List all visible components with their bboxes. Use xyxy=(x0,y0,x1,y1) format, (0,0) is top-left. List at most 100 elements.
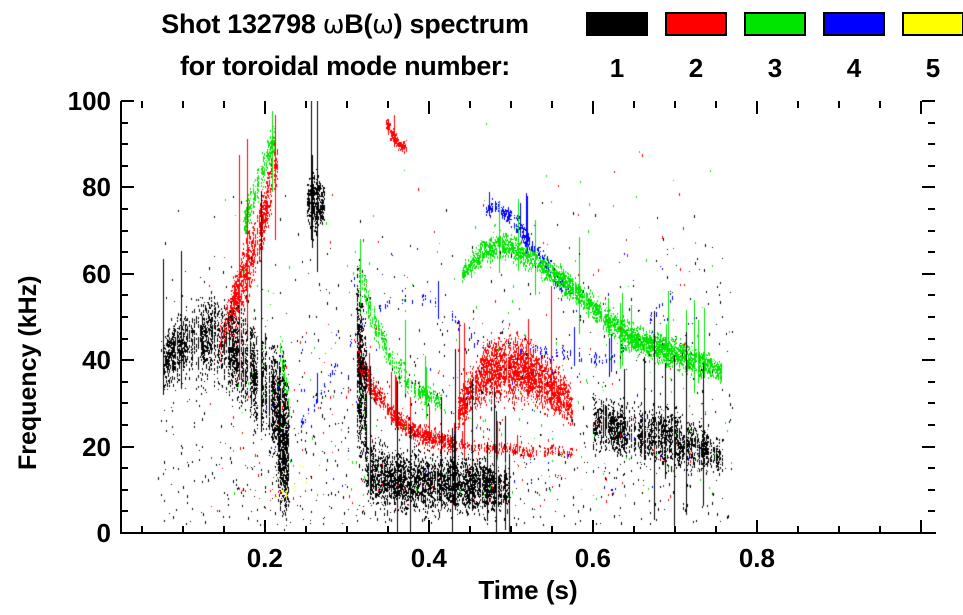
figure-title-line1: Shot 132798 ωB(ω) spectrum xyxy=(110,6,580,42)
x-tick-top-0.45 xyxy=(469,101,471,108)
y-tick-label-0: 0 xyxy=(96,518,111,548)
y-tick-right-45 xyxy=(928,338,935,340)
y-axis-title: Frequency (kHz) xyxy=(14,276,208,499)
y-tick-right-100 xyxy=(922,100,935,102)
y-tick-right-15 xyxy=(928,467,935,469)
y-tick-65 xyxy=(121,251,128,253)
y-tick-100 xyxy=(121,100,134,102)
x-axis-title: Time (s) xyxy=(478,575,578,605)
x-tick-top-0.3 xyxy=(346,101,348,108)
y-tick-70 xyxy=(121,230,128,232)
legend-label-n5: 5 xyxy=(925,53,941,83)
x-tick-top-0.25 xyxy=(305,101,307,108)
x-tick-top-0.95 xyxy=(879,101,881,108)
x-tick-label-0.4: 0.4 xyxy=(410,543,447,573)
spectrogram-canvas xyxy=(121,101,935,533)
y-tick-right-85 xyxy=(928,165,935,167)
y-tick-35 xyxy=(121,381,128,383)
x-tick-0.2 xyxy=(264,520,266,533)
y-tick-90 xyxy=(121,143,128,145)
legend: 1 2 3 4 5 xyxy=(580,0,963,96)
y-tick-right-50 xyxy=(928,316,935,318)
x-tick-1 xyxy=(920,520,922,533)
figure-header: Shot 132798 ωB(ω) spectrum for toroidal … xyxy=(0,0,963,96)
y-tick-60 xyxy=(121,273,134,275)
x-tick-0.7 xyxy=(674,526,676,533)
x-tick-top-0.6 xyxy=(592,101,594,114)
y-tick-50 xyxy=(121,316,128,318)
x-tick-0.1 xyxy=(182,526,184,533)
y-tick-right-60 xyxy=(922,273,935,275)
plot-area xyxy=(120,101,936,534)
y-tick-55 xyxy=(121,294,128,296)
x-tick-top-0.8 xyxy=(756,101,758,114)
y-tick-30 xyxy=(121,402,128,404)
legend-swatch-n4 xyxy=(823,12,885,36)
x-tick-0.65 xyxy=(633,526,635,533)
legend-label-n3: 3 xyxy=(767,53,783,83)
legend-swatch-n3 xyxy=(744,12,806,36)
x-tick-0.15 xyxy=(223,526,225,533)
x-tick-label-0.8: 0.8 xyxy=(738,543,775,573)
x-tick-top-0.35 xyxy=(387,101,389,108)
y-tick-right-90 xyxy=(928,143,935,145)
y-tick-5 xyxy=(121,510,128,512)
x-tick-label-0.2: 0.2 xyxy=(246,543,283,573)
legend-swatch-n5 xyxy=(902,12,963,36)
y-tick-25 xyxy=(121,424,128,426)
title-text-pre: Shot 132798 xyxy=(161,9,323,39)
x-tick-top-0.5 xyxy=(510,101,512,108)
x-tick-0.05 xyxy=(141,526,143,533)
y-tick-label-40: 40 xyxy=(82,345,111,376)
y-tick-right-25 xyxy=(928,424,935,426)
x-tick-top-0.9 xyxy=(838,101,840,108)
y-tick-80 xyxy=(121,186,134,188)
x-tick-top-0.4 xyxy=(428,101,430,114)
y-tick-right-10 xyxy=(928,489,935,491)
x-tick-top-0.1 xyxy=(182,101,184,108)
legend-swatch-n1 xyxy=(586,12,648,36)
legend-swatch-n2 xyxy=(665,12,727,36)
y-tick-20 xyxy=(121,446,134,448)
y-tick-label-20: 20 xyxy=(82,431,111,462)
x-tick-top-1 xyxy=(920,101,922,114)
y-tick-right-40 xyxy=(922,359,935,361)
y-tick-95 xyxy=(121,122,128,124)
x-tick-top-0.65 xyxy=(633,101,635,108)
y-tick-75 xyxy=(121,208,128,210)
y-tick-right-30 xyxy=(928,402,935,404)
y-tick-right-55 xyxy=(928,294,935,296)
x-tick-top-0.75 xyxy=(715,101,717,108)
y-tick-right-65 xyxy=(928,251,935,253)
y-tick-0 xyxy=(121,532,134,534)
x-tick-0.9 xyxy=(838,526,840,533)
x-tick-0.25 xyxy=(305,526,307,533)
y-tick-85 xyxy=(121,165,128,167)
x-tick-top-0.7 xyxy=(674,101,676,108)
y-tick-right-95 xyxy=(928,122,935,124)
legend-label-n4: 4 xyxy=(846,53,862,83)
y-tick-right-5 xyxy=(928,510,935,512)
x-tick-0.4 xyxy=(428,520,430,533)
x-tick-0.95 xyxy=(879,526,881,533)
y-tick-label-60: 60 xyxy=(82,258,111,289)
x-tick-top-0.2 xyxy=(264,101,266,114)
x-tick-0.75 xyxy=(715,526,717,533)
x-tick-0.5 xyxy=(510,526,512,533)
y-tick-right-75 xyxy=(928,208,935,210)
x-tick-0.35 xyxy=(387,526,389,533)
y-tick-right-20 xyxy=(922,446,935,448)
x-tick-0.6 xyxy=(592,520,594,533)
title-text-post: ) spectrum xyxy=(393,9,529,39)
y-tick-15 xyxy=(121,467,128,469)
y-tick-label-80: 80 xyxy=(82,172,111,203)
x-tick-0.3 xyxy=(346,526,348,533)
x-tick-0.85 xyxy=(797,526,799,533)
omega-symbol-2: ω xyxy=(372,10,394,40)
x-tick-0.8 xyxy=(756,520,758,533)
y-tick-right-70 xyxy=(928,230,935,232)
x-tick-0.55 xyxy=(551,526,553,533)
title-text-mid: B( xyxy=(344,9,373,39)
x-tick-top-0.55 xyxy=(551,101,553,108)
